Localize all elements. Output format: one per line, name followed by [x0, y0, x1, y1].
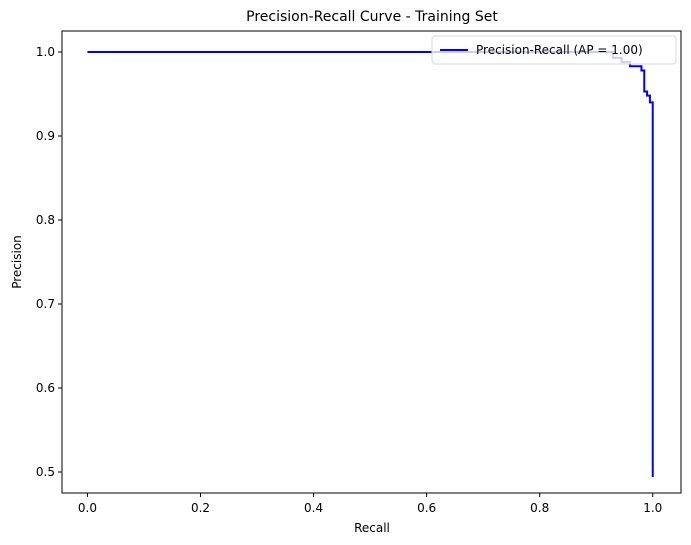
y-tick-label: 0.6 — [36, 381, 55, 395]
y-tick-label: 0.7 — [36, 297, 55, 311]
x-tick-label: 0.4 — [304, 501, 323, 515]
y-tick-label: 0.8 — [36, 213, 55, 227]
x-axis-label: Recall — [354, 521, 390, 535]
x-tick-label: 0.2 — [191, 501, 210, 515]
x-tick-label: 0.6 — [417, 501, 436, 515]
legend: Precision-Recall (AP = 1.00) — [431, 35, 677, 65]
plot-frame — [61, 30, 682, 494]
legend-label: Precision-Recall (AP = 1.00) — [476, 43, 643, 57]
y-tick-label: 1.0 — [36, 45, 55, 59]
y-tick-label: 0.9 — [36, 129, 55, 143]
y-axis-label: Precision — [10, 235, 24, 289]
plot-area — [62, 31, 681, 493]
x-tick-label: 1.0 — [643, 501, 662, 515]
legend-box — [431, 35, 677, 65]
y-axis-ticks: 0.5 0.6 0.7 0.8 0.9 1.0 — [36, 45, 62, 479]
x-tick-label: 0.0 — [78, 501, 97, 515]
x-tick-label: 0.8 — [530, 501, 549, 515]
x-axis-ticks: 0.0 0.2 0.4 0.6 0.8 1.0 — [78, 493, 662, 515]
chart-title: Precision-Recall Curve - Training Set — [246, 9, 498, 25]
y-tick-label: 0.5 — [36, 465, 55, 479]
